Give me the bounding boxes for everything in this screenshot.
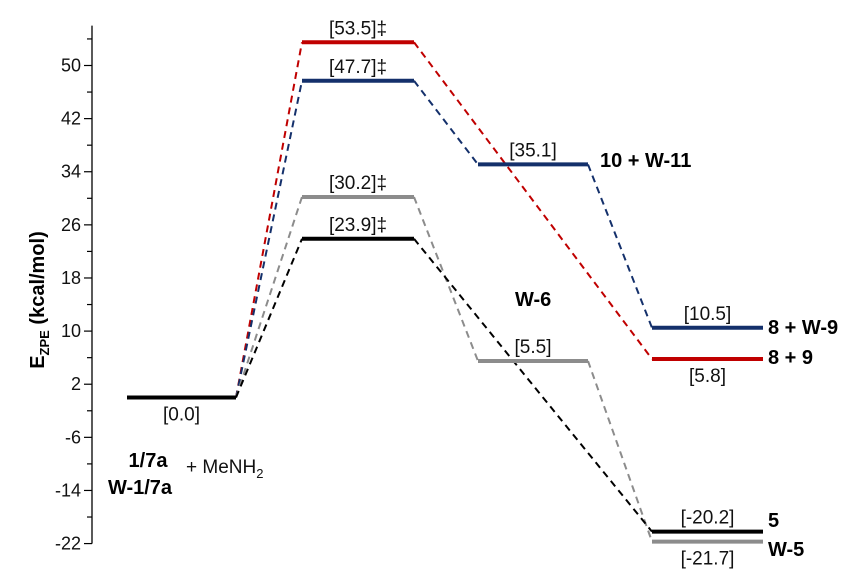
connector-int-gray-p-gray	[587, 360, 653, 542]
connector-start-ts-navy	[235, 80, 303, 398]
connector-start-ts-red	[235, 42, 303, 398]
connector-start-ts-black	[235, 238, 303, 398]
value-label-int-navy: [35.1]	[509, 140, 557, 161]
connection-lines	[235, 41, 653, 542]
connector-start-ts-gray	[235, 196, 303, 398]
y-tick-label: 26	[61, 215, 81, 235]
connector-ts-red-p-red	[413, 41, 653, 360]
connector-ts-black-p-black	[413, 238, 653, 533]
value-label-ts-red: [53.5]‡	[329, 18, 387, 39]
species-label-w6: W-6	[515, 289, 551, 311]
y-axis-label: EZPE (kcal/mol)	[27, 231, 52, 369]
y-tick-label: 42	[61, 109, 81, 129]
y-tick-label: 10	[61, 321, 81, 341]
species-label-1-7a: 1/7a	[129, 450, 169, 472]
y-axis: 50 42 34 26 18 10 2 -6 -14 -22	[55, 25, 93, 554]
species-label-8-9: 8 + 9	[768, 347, 813, 369]
y-tick-label: -6	[65, 427, 81, 447]
value-label-p-black: [-20.2]	[681, 508, 735, 529]
value-label-ts-gray: [30.2]‡	[329, 173, 387, 194]
energy-levels	[127, 40, 763, 544]
y-tick-label: 50	[61, 56, 81, 76]
species-label-5: 5	[768, 510, 779, 532]
value-label-p-red: [5.8]	[689, 366, 726, 387]
species-label-8-w9: 8 + W-9	[768, 317, 838, 339]
species-label-w1-7a: W-1/7a	[108, 477, 173, 499]
species-label-w5: W-5	[768, 539, 804, 561]
value-label-start: [0.0]	[163, 405, 200, 426]
y-tick-label: 18	[61, 268, 81, 288]
value-label-p-navy: [10.5]	[684, 304, 732, 325]
connector-ts-navy-int-navy	[413, 80, 479, 166]
y-tick-label: 34	[61, 162, 81, 182]
value-label-ts-black: [23.9]‡	[329, 215, 387, 236]
connector-int-navy-p-navy	[587, 164, 653, 329]
value-labels: [0.0] [23.9]‡ [30.2]‡ [47.7]‡ [53.5]‡ [35.1] […	[163, 18, 734, 569]
y-tick-label: -14	[55, 480, 81, 500]
reagent-label: + MeNH2	[186, 457, 263, 481]
value-label-int-gray: [5.5]	[515, 337, 552, 358]
value-label-ts-navy: [47.7]‡	[329, 57, 387, 78]
y-tick-label: 2	[71, 374, 81, 394]
value-label-p-gray: [-21.7]	[681, 549, 735, 569]
species-label-10-w11: 10 + W-11	[600, 150, 691, 172]
y-tick-label: -22	[55, 534, 81, 554]
